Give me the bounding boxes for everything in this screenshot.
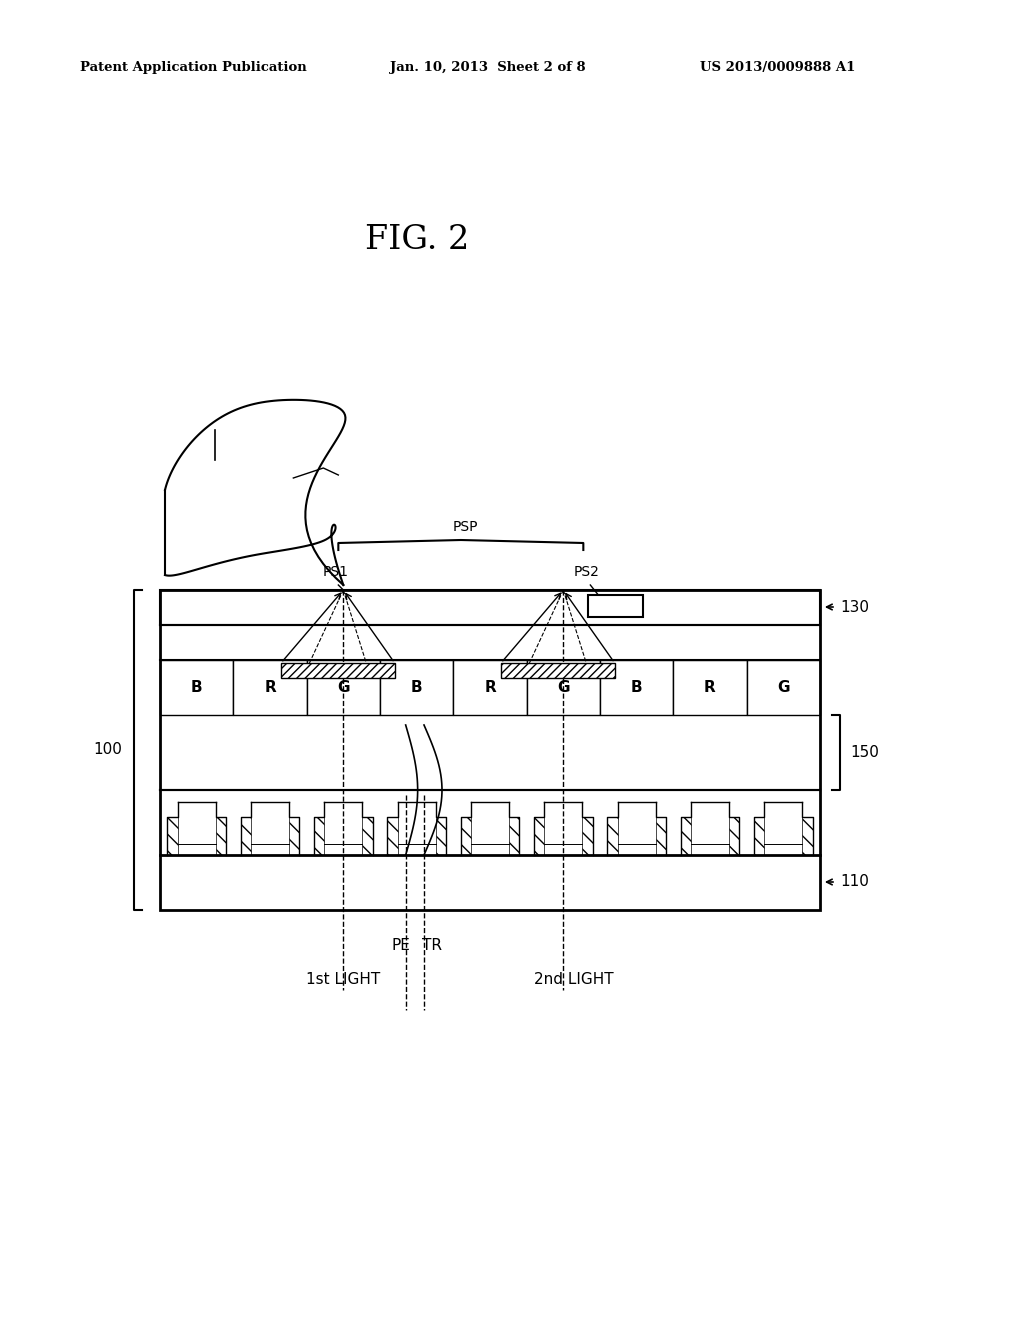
Text: B: B bbox=[411, 680, 423, 696]
Text: Jan. 10, 2013  Sheet 2 of 8: Jan. 10, 2013 Sheet 2 of 8 bbox=[390, 62, 586, 74]
Bar bbox=[160, 855, 820, 909]
Text: PSP: PSP bbox=[453, 520, 478, 535]
Text: FIG. 2: FIG. 2 bbox=[365, 224, 469, 256]
Text: 1st LIGHT: 1st LIGHT bbox=[306, 973, 381, 987]
Bar bbox=[461, 817, 471, 855]
Bar bbox=[216, 817, 226, 855]
Bar bbox=[729, 817, 739, 855]
Bar bbox=[746, 660, 820, 715]
Bar bbox=[674, 660, 746, 715]
Bar bbox=[241, 817, 251, 855]
Text: Patent Application Publication: Patent Application Publication bbox=[80, 62, 307, 74]
Text: PE: PE bbox=[391, 937, 410, 953]
Text: TR: TR bbox=[422, 937, 442, 953]
Bar bbox=[600, 660, 674, 715]
Bar bbox=[589, 595, 643, 616]
Text: PS1: PS1 bbox=[323, 565, 348, 579]
Bar bbox=[160, 590, 820, 624]
Text: G: G bbox=[557, 680, 569, 696]
Bar bbox=[681, 817, 691, 855]
Text: 2nd LIGHT: 2nd LIGHT bbox=[534, 973, 613, 987]
Text: R: R bbox=[705, 680, 716, 696]
Bar bbox=[436, 817, 446, 855]
Bar bbox=[380, 660, 454, 715]
Bar bbox=[803, 817, 813, 855]
Text: US 2013/0009888 A1: US 2013/0009888 A1 bbox=[700, 62, 855, 74]
Text: 110: 110 bbox=[840, 874, 869, 890]
Bar bbox=[526, 660, 600, 715]
Bar bbox=[306, 660, 380, 715]
Text: 100: 100 bbox=[93, 742, 122, 758]
Text: R: R bbox=[264, 680, 275, 696]
Text: B: B bbox=[190, 680, 203, 696]
Text: 150: 150 bbox=[850, 744, 879, 760]
Bar bbox=[362, 817, 373, 855]
Bar bbox=[160, 590, 820, 909]
Bar bbox=[754, 817, 764, 855]
Text: PS2: PS2 bbox=[573, 565, 599, 579]
Bar bbox=[454, 660, 526, 715]
Bar bbox=[655, 817, 666, 855]
Bar bbox=[314, 817, 325, 855]
Bar bbox=[160, 789, 820, 855]
Bar bbox=[583, 817, 593, 855]
Bar bbox=[233, 660, 306, 715]
Bar bbox=[501, 663, 614, 678]
Bar bbox=[534, 817, 545, 855]
Bar bbox=[160, 660, 233, 715]
Bar bbox=[509, 817, 519, 855]
Bar bbox=[607, 817, 617, 855]
Bar bbox=[289, 817, 299, 855]
Text: 130: 130 bbox=[840, 599, 869, 615]
Bar bbox=[387, 817, 397, 855]
Bar bbox=[167, 817, 177, 855]
Text: G: G bbox=[337, 680, 349, 696]
Bar bbox=[281, 663, 394, 678]
Text: G: G bbox=[777, 680, 790, 696]
Text: R: R bbox=[484, 680, 496, 696]
Text: B: B bbox=[631, 680, 642, 696]
